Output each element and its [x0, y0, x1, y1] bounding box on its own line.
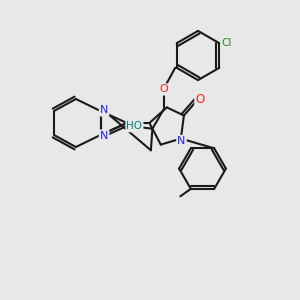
Text: O: O — [159, 84, 168, 94]
Text: Cl: Cl — [222, 38, 232, 48]
Text: N: N — [100, 105, 108, 116]
Text: HO: HO — [126, 121, 142, 131]
Text: N: N — [177, 136, 186, 146]
Text: N: N — [100, 130, 108, 141]
Text: O: O — [196, 93, 205, 106]
